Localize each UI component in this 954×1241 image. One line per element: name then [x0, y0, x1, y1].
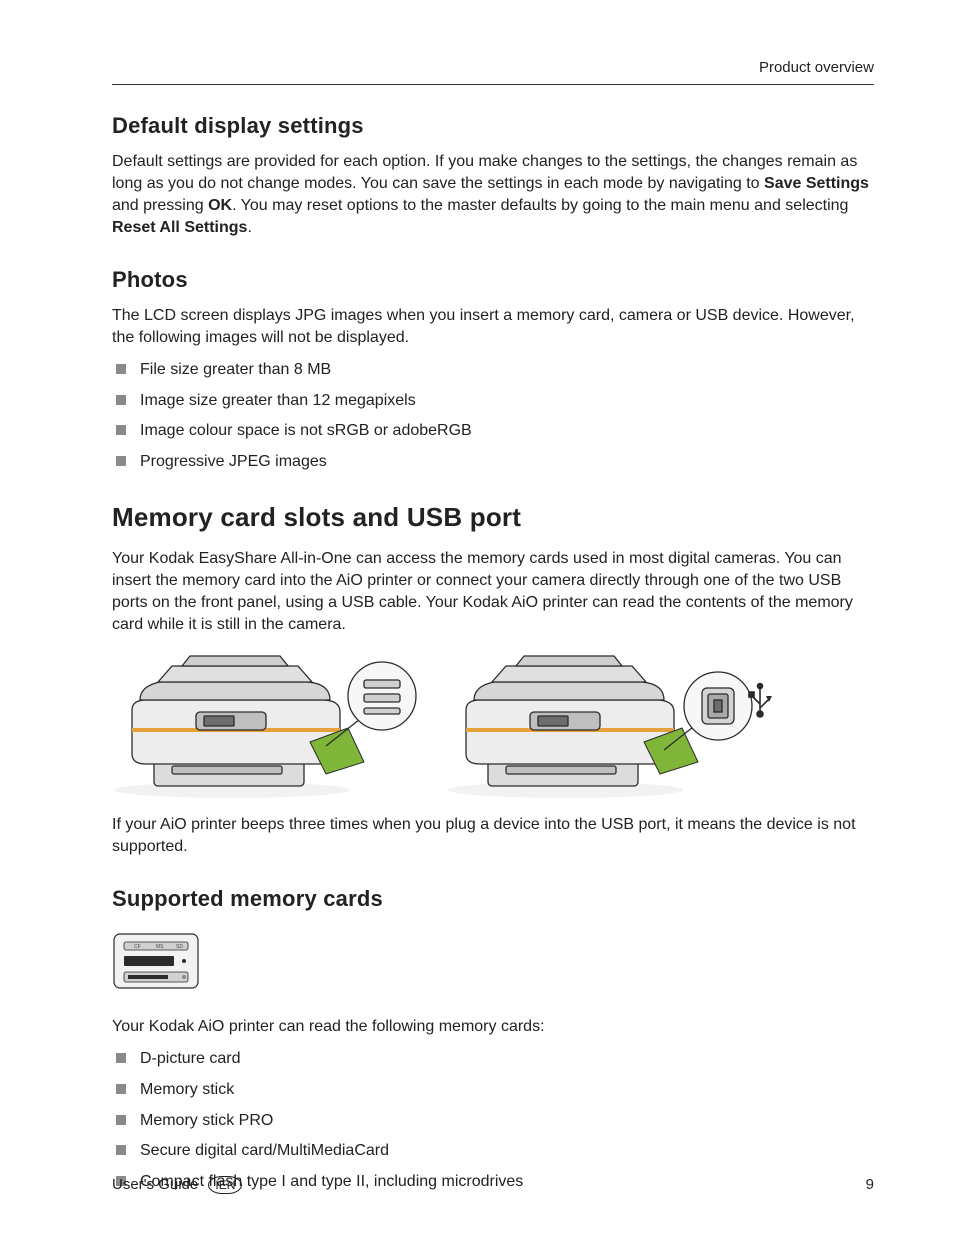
bold-save-settings: Save Settings: [764, 175, 869, 192]
page-footer: User's Guide IEN 9: [112, 1175, 874, 1195]
para-default-display: Default settings are provided for each o…: [112, 151, 874, 239]
list-item: Memory stick: [112, 1079, 874, 1101]
heading-memory-card: Memory card slots and USB port: [112, 500, 874, 535]
list-item: File size greater than 8 MB: [112, 359, 874, 381]
svg-text:CF: CF: [134, 944, 141, 950]
usb-icon: [749, 683, 772, 717]
heading-photos: Photos: [112, 265, 874, 295]
para-memory-2: If your AiO printer beeps three times wh…: [112, 814, 874, 858]
svg-text:MS: MS: [156, 944, 164, 950]
header-rule: [112, 84, 874, 85]
footer-page-number: 9: [866, 1175, 874, 1195]
heading-supported-cards: Supported memory cards: [112, 884, 874, 914]
printer-usb-port-figure: [446, 650, 776, 800]
list-item: Secure digital card/MultiMediaCard: [112, 1140, 874, 1162]
list-item: D-picture card: [112, 1048, 874, 1070]
text: and pressing: [112, 197, 208, 214]
para-supported-intro: Your Kodak AiO printer can read the foll…: [112, 1016, 874, 1038]
list-item: Image size greater than 12 megapixels: [112, 390, 874, 412]
card-reader-panel-figure: CF MS SD: [112, 932, 200, 990]
para-memory-1: Your Kodak EasyShare All-in-One can acce…: [112, 548, 874, 636]
bold-reset-all: Reset All Settings: [112, 219, 247, 236]
list-item: Progressive JPEG images: [112, 451, 874, 473]
text: Default settings are provided for each o…: [112, 153, 857, 192]
list-item: Image colour space is not sRGB or adobeR…: [112, 420, 874, 442]
text: . You may reset options to the master de…: [232, 197, 848, 214]
list-item: Memory stick PRO: [112, 1110, 874, 1132]
footer-guide-label: User's Guide: [112, 1176, 198, 1193]
footer-ien-badge: IEN: [208, 1176, 242, 1194]
heading-default-display: Default display settings: [112, 111, 874, 141]
svg-text:SD: SD: [176, 944, 183, 950]
para-photos: The LCD screen displays JPG images when …: [112, 305, 874, 349]
list-photos-exclusions: File size greater than 8 MB Image size g…: [112, 359, 874, 472]
header-section-label: Product overview: [112, 58, 874, 84]
bold-ok: OK: [208, 197, 232, 214]
text: .: [247, 219, 251, 236]
list-supported-cards: D-picture card Memory stick Memory stick…: [112, 1048, 874, 1192]
footer-left: User's Guide IEN: [112, 1175, 242, 1195]
printer-card-slots-figure: [112, 650, 422, 800]
printer-illustration-row: [112, 650, 874, 800]
